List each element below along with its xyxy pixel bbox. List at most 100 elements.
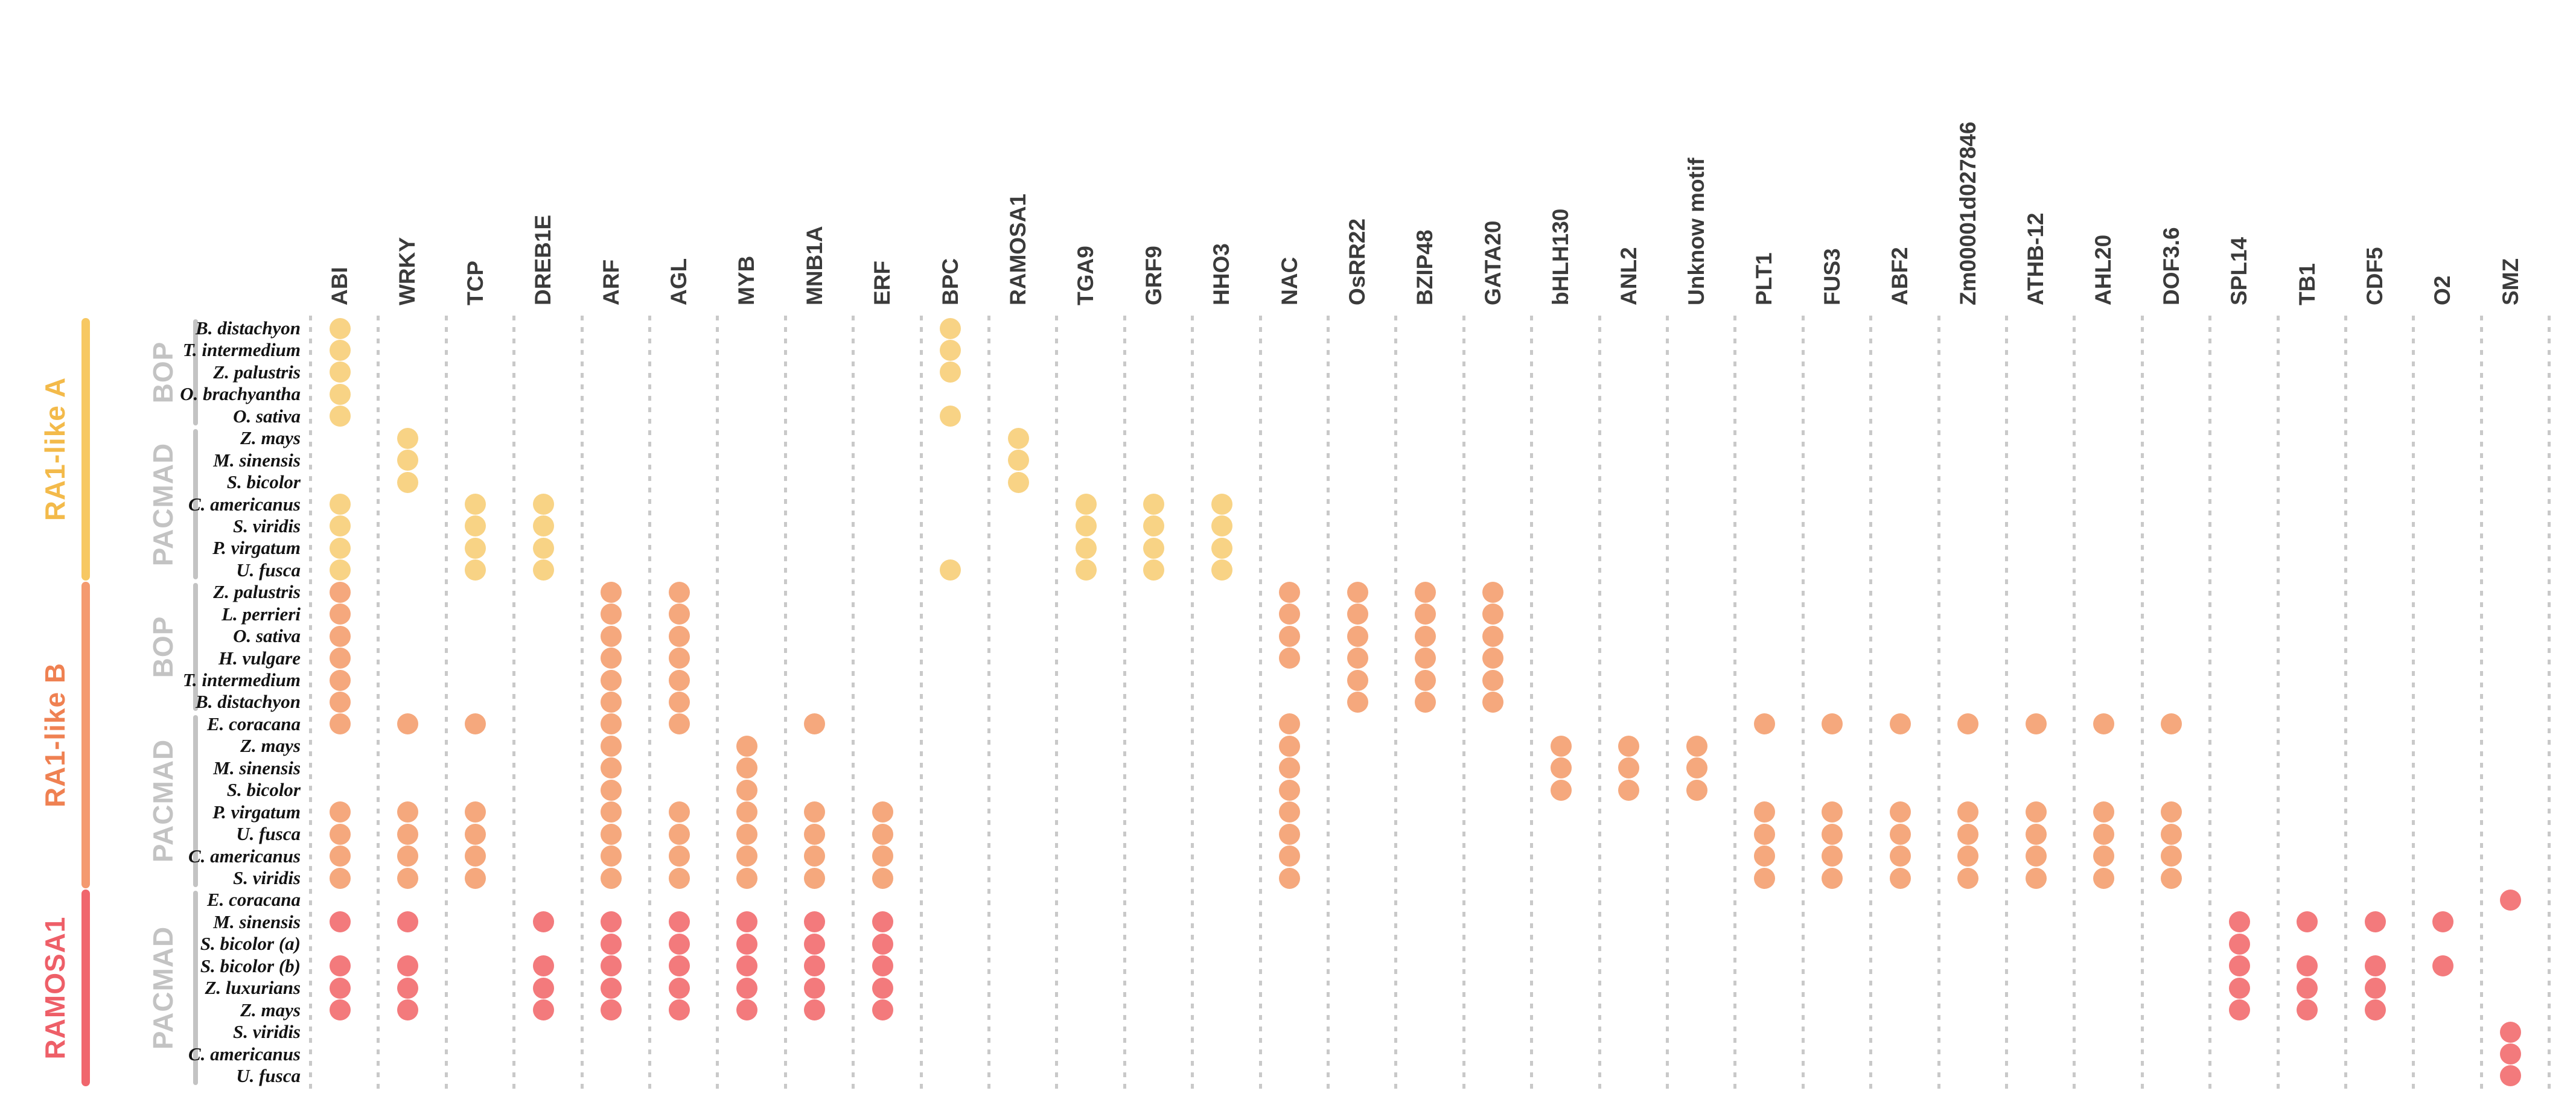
motif-dot-wrky [397,427,418,449]
motif-dot-tb1 [2297,999,2318,1021]
motif-dot-wrky [397,867,418,889]
motif-dot-agl [668,977,690,999]
motif-dot-agl [668,911,690,933]
motif-dot-hho3 [1211,537,1232,559]
motif-dot-arf [601,648,622,669]
motif-dot-cdf5 [2364,911,2386,933]
motif-dot-abi [329,625,351,647]
subgroup-bar [193,715,198,887]
motif-dot-hho3 [1211,515,1232,537]
motif-dot-o2 [2432,911,2453,933]
motif-dot-nac [1279,735,1301,757]
motif-dot-abi [329,537,351,559]
column-gridline [1801,316,1805,1094]
motif-dot-tcp [465,801,486,823]
motif-dot-dof3.6 [2161,801,2182,823]
motif-dot-erf [872,823,893,845]
motif-dot-o2 [2432,955,2453,977]
motif-dot-unknow-motif [1686,735,1707,757]
column-gridline [783,316,787,1094]
motif-dot-myb [736,801,757,823]
motif-dot-abi [329,559,351,581]
column-gridline [1394,316,1398,1094]
motif-dot-gata20 [1482,648,1504,669]
column-gridline [2276,316,2280,1094]
motif-dot-smz [2500,889,2522,911]
column-header: bHLH130 [1548,208,1573,305]
species-label: Z. palustris [213,361,301,383]
column-gridline [2344,316,2347,1094]
column-gridline [1191,316,1194,1094]
motif-dot-ramosa1 [1007,471,1029,493]
motif-dot-grf9 [1143,537,1165,559]
species-label: U. fusca [236,1065,301,1086]
motif-dot-hho3 [1211,559,1232,581]
motif-dot-nac [1279,603,1301,625]
motif-dot-athb-12 [2025,801,2047,823]
motif-dot-fus3 [1822,845,1843,867]
column-header: GRF9 [1141,246,1166,305]
motif-dot-smz [2500,1043,2522,1065]
column-gridline [1258,316,1262,1094]
motif-dot-tcp [465,515,486,537]
motif-dot-mnb1a [804,867,826,889]
motif-dot-tcp [465,494,486,515]
motif-dot-abf2 [1889,713,1911,735]
species-label: B. distachyon [196,691,301,713]
motif-dot-erf [872,933,893,955]
column-header: RAMOSA1 [1006,193,1030,305]
motif-dot-fus3 [1822,867,1843,889]
motif-dot-bpc [940,406,961,427]
column-gridline [309,316,312,1094]
motif-dot-bzip48 [1414,625,1436,647]
species-label: P. virgatum [212,537,301,559]
column-gridline [2073,316,2076,1094]
motif-dot-abi [329,999,351,1021]
motif-dot-fus3 [1822,823,1843,845]
motif-dot-plt1 [1753,713,1775,735]
motif-dot-wrky [397,713,418,735]
motif-dot-bzip48 [1414,669,1436,691]
species-label: S. bicolor (b) [200,955,301,976]
motif-dot-bzip48 [1414,691,1436,713]
motif-dot-abi [329,713,351,735]
motif-dot-myb [736,999,757,1021]
motif-dot-agl [668,823,690,845]
species-label: B. distachyon [196,317,301,339]
motif-dot-mnb1a [804,713,826,735]
motif-dot-dreb1e [532,977,554,999]
species-label: U. fusca [236,559,301,581]
motif-dot-abf2 [1889,845,1911,867]
motif-dot-osrr22 [1347,625,1368,647]
column-header: ABF2 [1887,247,1913,305]
species-label: Z. mays [240,999,301,1020]
species-label: E. coracana [207,713,301,734]
species-label: C. americanus [188,845,301,867]
motif-dot-dof3.6 [2161,867,2182,889]
motif-dot-agl [668,867,690,889]
motif-dot-mnb1a [804,823,826,845]
column-gridline [2412,316,2415,1094]
motif-dot-ahl20 [2093,867,2114,889]
motif-dot-erf [872,955,893,977]
column-header: FUS3 [1819,248,1844,305]
motif-dot-myb [736,845,757,867]
motif-dot-tcp [465,867,486,889]
column-gridline [1733,316,1737,1094]
motif-dot-anl2 [1618,757,1640,779]
motif-dot-nac [1279,823,1301,845]
motif-dot-agl [668,581,690,603]
motif-dot-bhlh130 [1550,735,1572,757]
motif-dot-abf2 [1889,867,1911,889]
motif-dot-spl14 [2228,955,2250,977]
motif-dot-cdf5 [2364,977,2386,999]
motif-dot-arf [601,823,622,845]
column-header: Zm00001d027846 [1955,121,1980,305]
motif-dot-anl2 [1618,779,1640,801]
subgroup-bar [193,429,198,579]
motif-dot-wrky [397,845,418,867]
column-gridline [1937,316,1940,1094]
motif-dot-plt1 [1753,867,1775,889]
motif-dot-mnb1a [804,801,826,823]
